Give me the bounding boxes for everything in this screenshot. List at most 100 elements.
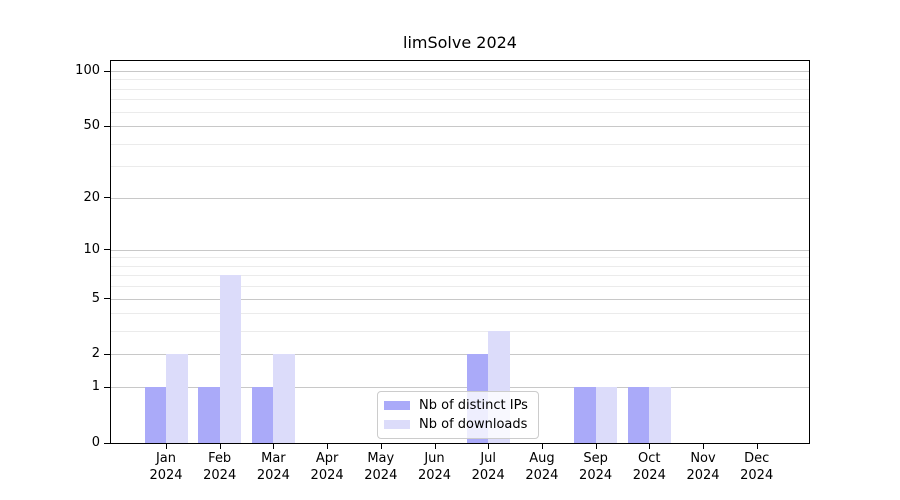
x-tick-label-sep: Sep 2024	[556, 450, 636, 484]
x-tick-mark-feb	[219, 444, 221, 449]
legend-label-downloads: Nb of downloads	[419, 417, 528, 432]
x-tick-label-year: 2024	[149, 468, 183, 483]
legend-swatch-distinct-ips	[384, 401, 410, 410]
bar-nb-of-downloads-oct	[649, 387, 671, 443]
x-tick-label-year: 2024	[471, 468, 505, 483]
bar-nb-of-downloads-jan	[166, 354, 188, 443]
gridline-minor-40	[111, 143, 809, 145]
x-tick-mark-aug	[541, 444, 543, 449]
gridline-minor-8	[111, 265, 809, 267]
gridline-minor-90	[111, 79, 809, 81]
x-tick-label-year: 2024	[579, 468, 613, 483]
bar-nb-of-downloads-mar	[273, 354, 295, 443]
y-tick-mark-0	[104, 442, 110, 444]
x-tick-label-nov: Nov 2024	[663, 450, 743, 484]
y-tick-mark-2	[104, 353, 110, 355]
y-tick-mark-10	[104, 249, 110, 251]
gridline-minor-70	[111, 99, 809, 101]
gridline-major-50	[111, 126, 809, 128]
gridline-minor-6	[111, 286, 809, 288]
x-tick-label-month: Dec	[744, 451, 770, 466]
gridline-major-5	[111, 298, 809, 300]
gridline-major-100	[111, 71, 809, 72]
plot-area	[110, 60, 810, 444]
x-tick-mark-sep	[595, 444, 597, 449]
y-tick-mark-100	[104, 70, 110, 72]
bar-nb-of-distinct-ips-feb	[198, 387, 220, 443]
bar-nb-of-distinct-ips-jan	[144, 387, 166, 443]
x-tick-mark-jul	[488, 444, 490, 449]
x-tick-mark-jan	[166, 444, 167, 449]
x-tick-label-month: Jun	[424, 451, 445, 466]
y-tick-mark-5	[104, 298, 110, 300]
legend-swatch-downloads	[384, 420, 410, 429]
x-tick-mark-apr	[327, 444, 329, 449]
x-tick-label-jan: Jan 2024	[126, 450, 206, 484]
bar-nb-of-distinct-ips-mar	[251, 387, 274, 443]
x-tick-label-feb: Feb 2024	[180, 450, 260, 484]
x-tick-mark-mar	[273, 444, 275, 449]
x-tick-label-month: Aug	[529, 451, 555, 466]
bar-nb-of-downloads-sep	[595, 387, 618, 443]
x-tick-label-month: Jan	[155, 451, 177, 466]
gridline-minor-4	[111, 313, 809, 315]
gridline-minor-80	[111, 88, 809, 90]
bars-layer	[111, 61, 809, 443]
gridline-major-20	[111, 197, 809, 199]
x-tick-label-month: Nov	[690, 451, 716, 466]
x-tick-label-month: Feb	[208, 451, 232, 466]
x-tick-label-year: 2024	[632, 468, 666, 483]
gridline-major-10	[111, 249, 809, 251]
gridline-major-2	[111, 354, 809, 356]
x-tick-label-apr: Apr 2024	[287, 450, 367, 484]
x-tick-label-year: 2024	[364, 468, 398, 483]
gridline-minor-3	[111, 331, 809, 333]
gridline-major-1	[111, 387, 809, 389]
x-tick-label-month: Sep	[583, 451, 608, 466]
gridline-minor-60	[111, 111, 809, 113]
y-tick-label-100: 100	[75, 63, 100, 78]
y-tick-label-20: 20	[83, 189, 100, 205]
gridline-minor-9	[111, 257, 809, 259]
x-tick-label-year: 2024	[740, 468, 774, 483]
gridlines-layer	[111, 61, 809, 443]
x-tick-label-oct: Oct 2024	[609, 450, 689, 484]
x-tick-label-jun: Jun 2024	[395, 450, 475, 484]
bar-nb-of-distinct-ips-oct	[627, 387, 650, 443]
y-tick-label-5: 5	[91, 290, 100, 306]
gridline-minor-7	[111, 275, 809, 277]
y-tick-label-10: 10	[83, 241, 100, 257]
x-tick-label-year: 2024	[417, 468, 452, 483]
y-tick-label-1: 1	[91, 379, 100, 395]
y-tick-label-50: 50	[83, 118, 100, 134]
x-tick-label-aug: Aug 2024	[502, 450, 582, 484]
x-tick-mark-dec	[756, 444, 758, 449]
legend: Nb of distinct IPs Nb of downloads	[377, 391, 539, 439]
legend-item-distinct-ips: Nb of distinct IPs	[384, 396, 528, 415]
y-tick-mark-50	[104, 125, 110, 127]
x-tick-label-may: May 2024	[341, 450, 421, 484]
x-tick-label-month: Mar	[261, 451, 286, 466]
x-tick-label-dec: Dec 2024	[717, 450, 797, 484]
x-tick-mark-oct	[649, 444, 651, 449]
x-tick-label-year: 2024	[310, 468, 344, 483]
bar-nb-of-distinct-ips-sep	[574, 387, 596, 443]
x-tick-label-year: 2024	[686, 468, 720, 483]
y-tick-mark-20	[104, 197, 110, 199]
y-tick-mark-1	[104, 386, 110, 388]
bar-nb-of-downloads-feb	[219, 275, 242, 443]
x-tick-label-month: Apr	[315, 451, 339, 466]
x-tick-label-month: May	[367, 451, 395, 466]
x-tick-label-year: 2024	[256, 468, 290, 483]
gridline-minor-30	[111, 166, 809, 168]
x-tick-label-year: 2024	[203, 468, 237, 483]
x-tick-mark-nov	[703, 444, 704, 449]
y-tick-label-0: 0	[91, 435, 100, 450]
legend-label-distinct-ips: Nb of distinct IPs	[419, 398, 528, 413]
y-tick-label-2: 2	[91, 346, 100, 362]
x-tick-label-month: Jul	[480, 451, 497, 466]
x-tick-label-mar: Mar 2024	[233, 450, 313, 484]
chart-title: limSolve 2024	[403, 33, 517, 52]
x-tick-label-month: Oct	[638, 451, 661, 466]
